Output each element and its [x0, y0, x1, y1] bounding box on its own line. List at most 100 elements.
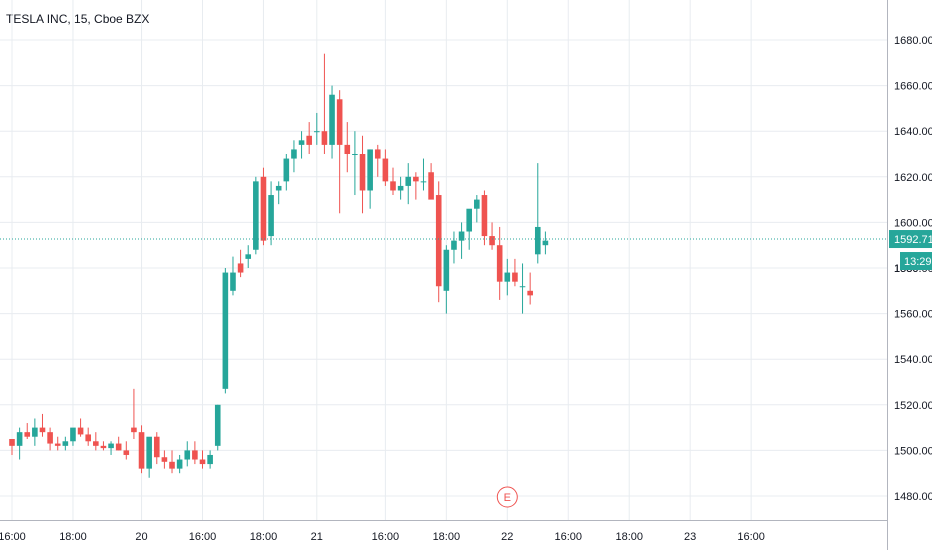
candle-up [275, 185, 282, 191]
price-axis[interactable]: 1480.001500.001520.001540.001560.001580.… [887, 0, 932, 550]
candle-up [451, 240, 457, 250]
y-tick-label: 1680.00 [894, 35, 932, 47]
candle-down [428, 172, 434, 200]
candle-down [237, 263, 244, 273]
chart-markers: E [496, 486, 518, 508]
candle-down [47, 432, 53, 444]
candle-down [115, 443, 122, 451]
candle-down [161, 457, 168, 462]
candle-up [184, 450, 191, 460]
candle-down [24, 432, 31, 437]
candle-up [458, 231, 465, 241]
candle-up [32, 427, 38, 437]
candle-up [283, 158, 290, 182]
candle-up [519, 286, 526, 288]
candle-up [62, 441, 69, 446]
x-tick-label: 20 [135, 531, 147, 543]
candle-down [306, 135, 312, 145]
candle-up [474, 199, 480, 209]
x-tick-label: 18:00 [615, 531, 643, 543]
x-tick-label: 16:00 [554, 531, 582, 543]
x-tick-label: 16:00 [0, 531, 26, 543]
candle-up [230, 272, 236, 291]
grid-lines [0, 0, 887, 520]
candle-up [298, 140, 305, 145]
candle-up [176, 459, 183, 469]
candle-down [77, 427, 84, 435]
candle-down [390, 181, 396, 191]
y-tick-label: 1640.00 [894, 126, 932, 138]
last-price-tag [889, 230, 932, 249]
candle-down [382, 158, 389, 182]
candle-up [146, 436, 152, 469]
candle-down [481, 195, 488, 237]
candle-down [260, 176, 267, 241]
candle-down [527, 290, 533, 296]
candle-down [39, 427, 46, 433]
countdown-label: 13:29 [904, 256, 932, 268]
candle-down [169, 461, 175, 469]
candle-down [138, 432, 145, 469]
candle-up [542, 240, 549, 246]
y-tick-label: 1520.00 [894, 400, 932, 412]
candles [9, 53, 549, 478]
x-tick-label: 21 [311, 531, 323, 543]
candle-down [93, 441, 99, 446]
candle-up [108, 443, 114, 449]
candle-down [85, 434, 91, 442]
candle-up [245, 254, 252, 259]
candle-down [54, 443, 61, 446]
candle-down [496, 245, 503, 282]
y-tick-label: 1500.00 [894, 445, 932, 457]
candle-up [397, 185, 404, 191]
candle-down [336, 99, 343, 145]
candle-up [405, 176, 412, 186]
x-tick-label: 23 [684, 531, 696, 543]
x-tick-label: 22 [501, 531, 513, 543]
candle-down [435, 195, 442, 287]
y-tick-label: 1660.00 [894, 81, 932, 93]
earnings-marker-circle [496, 486, 518, 508]
y-tick-label: 1600.00 [894, 217, 932, 229]
candle-up [504, 272, 511, 282]
candle-up [291, 149, 297, 159]
y-tick-label: 1560.00 [894, 309, 932, 321]
y-tick-label: 1620.00 [894, 172, 932, 184]
candle-down [131, 427, 137, 433]
last-price-label: 1592.71 [894, 234, 932, 246]
candle-down [359, 154, 366, 191]
candle-down [9, 439, 15, 446]
candle-down [374, 149, 381, 159]
y-tick-label: 1540.00 [894, 354, 932, 366]
candle-up [443, 249, 450, 291]
candle-up [268, 195, 274, 237]
candle-up [207, 454, 213, 465]
candle-up [367, 149, 373, 191]
chart-title: TESLA INC, 15, Cboe BZX [6, 12, 150, 26]
candle-up [253, 181, 259, 250]
candle-down [100, 445, 107, 449]
candle-down [413, 176, 419, 182]
candle-down [321, 131, 328, 145]
time-axis[interactable]: 16:00 18:00 20 16:00 18:00 21 16:00 18:00 22 16:0… [0, 520, 887, 544]
x-tick-label: 18:00 [433, 531, 461, 543]
candle-up [70, 427, 76, 442]
x-tick-label: 16:00 [737, 531, 765, 543]
candle-up [214, 404, 221, 446]
x-tick-label: 16:00 [189, 531, 217, 543]
candle-down [123, 450, 130, 455]
candle-up [466, 208, 472, 232]
candle-down [153, 436, 160, 458]
candle-up [314, 131, 320, 133]
y-tick-label: 1480.00 [894, 491, 932, 503]
candle-up [16, 432, 23, 446]
candle-down [199, 459, 206, 465]
countdown-tag [900, 252, 932, 271]
x-tick-label: 16:00 [372, 531, 400, 543]
x-tick-label: 18:00 [250, 531, 278, 543]
earnings-marker-label: E [504, 492, 511, 504]
candle-down [512, 272, 518, 282]
candle-down [489, 236, 495, 246]
candle-up [420, 181, 427, 183]
